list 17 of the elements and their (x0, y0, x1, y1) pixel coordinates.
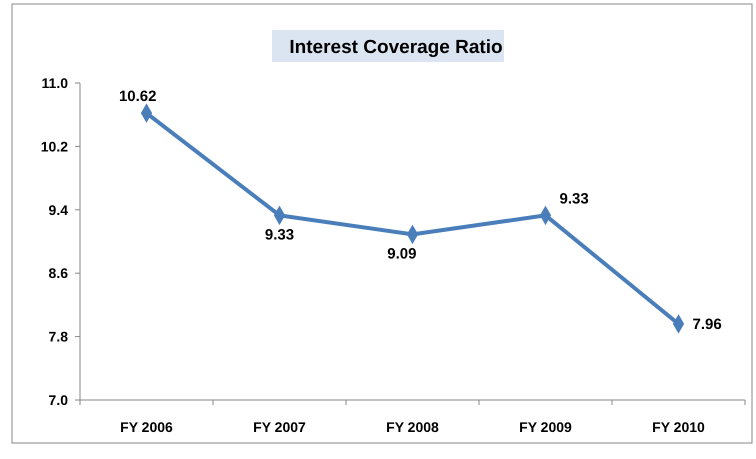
x-tick-label: FY 2009 (519, 419, 572, 435)
data-label: 9.33 (560, 190, 589, 208)
x-tick-label: FY 2007 (253, 419, 306, 435)
y-tick-label: 10.2 (40, 138, 68, 154)
data-label: 9.09 (387, 245, 416, 262)
x-tick-label: FY 2006 (120, 419, 174, 435)
y-tick-label: 7.8 (48, 328, 68, 345)
data-label: 10.62 (118, 88, 156, 106)
x-tick-label: FY 2010 (652, 419, 706, 435)
x-tick-label: FY 2008 (386, 419, 440, 435)
y-tick-label: 11.0 (42, 75, 68, 91)
y-tick-label: 9.4 (48, 202, 68, 218)
y-tick-label: 7.0 (48, 392, 68, 408)
y-tick-label: 8.6 (48, 265, 68, 282)
data-label: 9.33 (264, 226, 294, 244)
chart-title: Interest Coverage Ratio (289, 37, 503, 58)
data-label: 7.96 (692, 316, 722, 333)
